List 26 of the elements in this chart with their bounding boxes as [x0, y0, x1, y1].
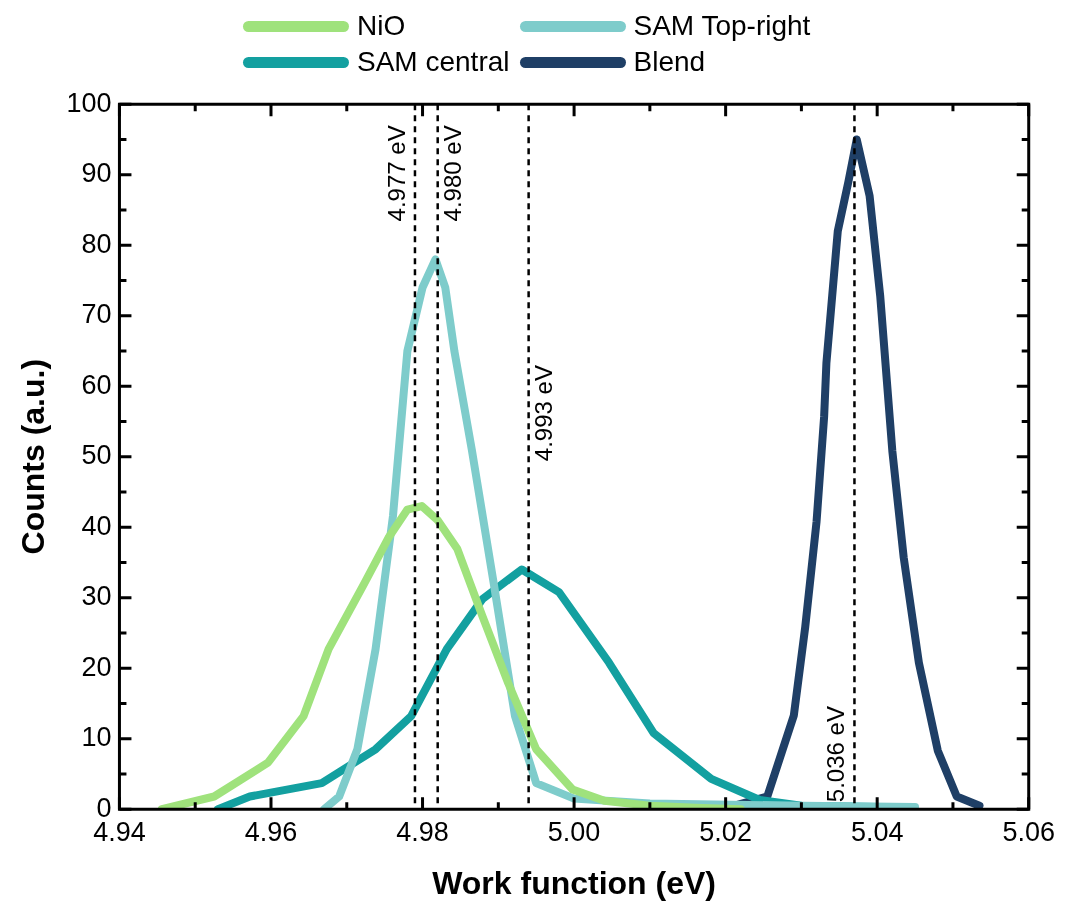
legend-label: SAM central — [357, 45, 510, 79]
x-tick-label: 5.06 — [1002, 816, 1056, 847]
x-axis-title: Work function (eV) — [432, 864, 717, 901]
ref-line-label: 5.036 eV — [822, 706, 850, 803]
y-tick-label: 20 — [81, 651, 112, 682]
y-tick-label: 40 — [81, 510, 112, 541]
y-tick-label: 50 — [81, 440, 112, 471]
y-tick-label: 90 — [81, 158, 112, 189]
y-axis-title: Counts (a.u.) — [15, 358, 52, 555]
y-tick-label: 70 — [81, 299, 112, 330]
y-tick-label: 80 — [81, 228, 112, 259]
x-tick-label: 4.98 — [396, 816, 449, 847]
y-tick-label: 30 — [81, 581, 112, 612]
ref-line-label: 4.977 eV — [382, 125, 410, 222]
y-tick-label: 60 — [81, 369, 112, 400]
legend-label: Blend — [633, 45, 706, 79]
legend-label: NiO — [357, 9, 406, 43]
y-tick-label: 10 — [81, 722, 112, 753]
x-tick-label: 5.02 — [699, 816, 752, 847]
x-tick-label: 5.00 — [547, 816, 601, 847]
y-tick-label: 100 — [66, 87, 112, 118]
ref-line-label: 4.980 eV — [439, 125, 467, 222]
ref-line-label: 4.993 eV — [530, 365, 558, 462]
x-tick-label: 4.96 — [244, 816, 298, 847]
legend-label: SAM Top-right — [633, 9, 811, 43]
x-tick-label: 5.04 — [850, 816, 904, 847]
